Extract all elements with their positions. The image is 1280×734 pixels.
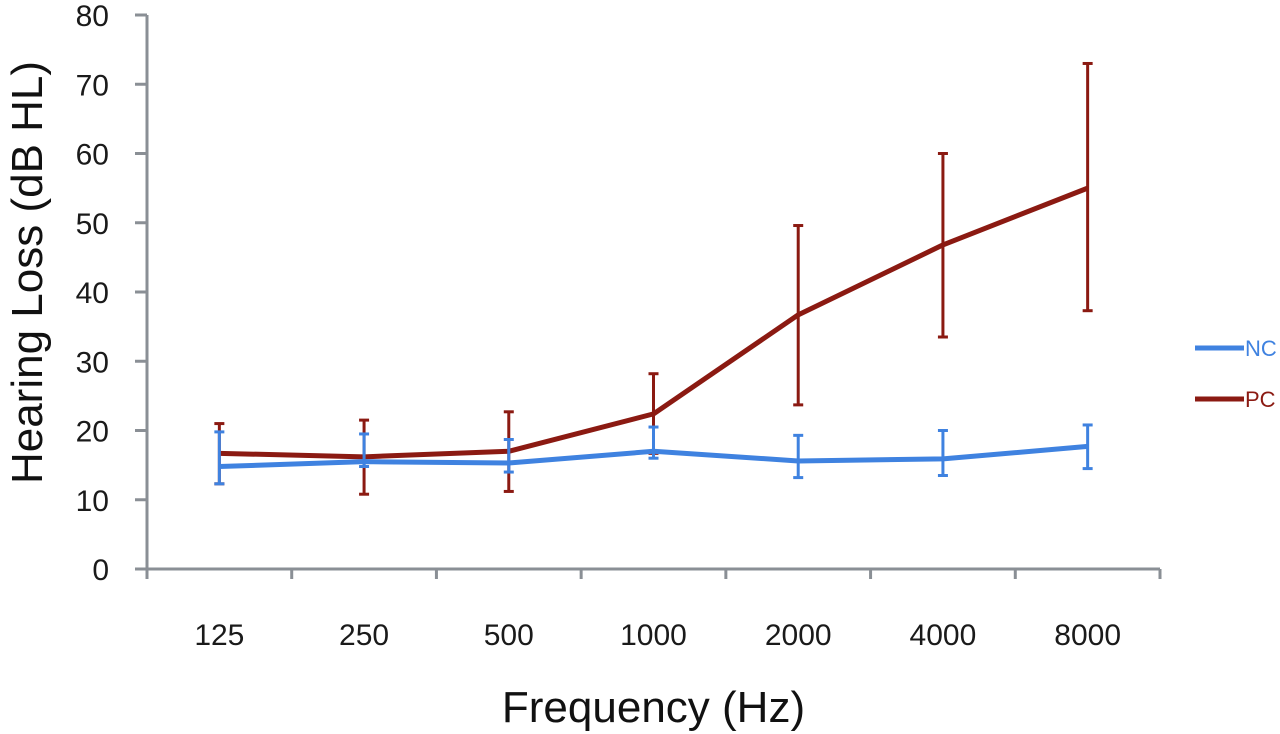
y-tick-label: 60 — [76, 139, 109, 172]
y-tick-label: 0 — [92, 554, 109, 587]
legend-item-nc: NC — [1195, 336, 1277, 361]
y-tick-label: 10 — [76, 485, 109, 518]
x-tick-label: 125 — [194, 619, 244, 652]
y-tick-label: 70 — [76, 69, 109, 102]
error-bar — [793, 433, 804, 480]
error-bar — [1082, 61, 1093, 313]
y-tick-label: 50 — [76, 208, 109, 241]
x-axis-title: Frequency (Hz) — [502, 683, 805, 732]
legend-item-pc: PC — [1195, 387, 1276, 412]
error-bar — [214, 430, 225, 486]
x-tick-label: 2000 — [765, 619, 832, 652]
x-tick-label: 250 — [339, 619, 389, 652]
legend-label: NC — [1245, 336, 1277, 361]
x-tick-label: 500 — [484, 619, 534, 652]
series-line — [219, 443, 1088, 470]
y-tick-label: 40 — [76, 277, 109, 310]
plot-series — [214, 61, 1093, 496]
y-tick-label: 30 — [76, 346, 109, 379]
y-axis-title: Hearing Loss (dB HL) — [3, 61, 52, 484]
error-bar — [937, 429, 948, 478]
legend: NC PC — [1195, 336, 1277, 412]
legend-label: PC — [1245, 387, 1276, 412]
y-tick-label: 20 — [76, 416, 109, 449]
series-nc — [214, 423, 1093, 486]
y-tick-label: 80 — [76, 0, 109, 33]
error-bar — [503, 438, 514, 474]
x-axis: 125 250 500 1000 2000 4000 8000 — [145, 567, 1162, 652]
x-tick-label: 4000 — [910, 619, 977, 652]
x-tick-label: 1000 — [620, 619, 687, 652]
y-axis: 0 10 20 30 40 50 60 70 80 — [76, 0, 149, 587]
x-tick-label: 8000 — [1054, 619, 1121, 652]
